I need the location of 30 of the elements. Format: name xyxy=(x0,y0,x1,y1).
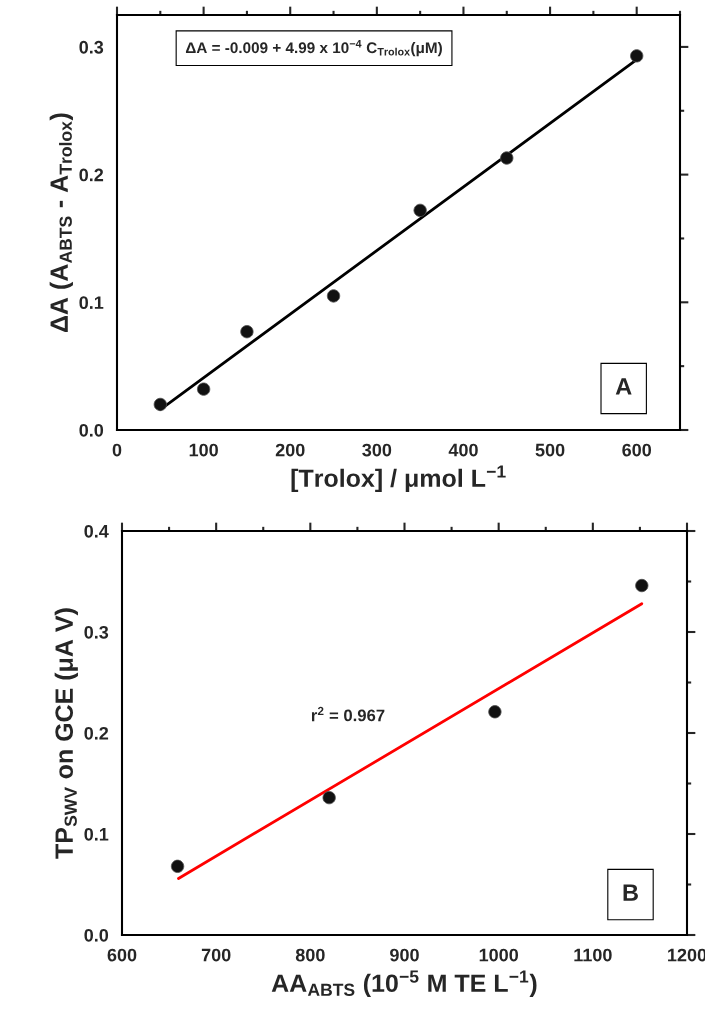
y-tick-label: 0.1 xyxy=(79,296,104,310)
y-tick-label: 0.3 xyxy=(79,40,104,54)
y-tick-label: 0.2 xyxy=(79,168,104,182)
y-tick-label: 0.0 xyxy=(84,928,109,942)
x-tick-label: 400 xyxy=(448,443,478,457)
x-tick-label: 900 xyxy=(390,948,419,962)
x-tick-label: 100 xyxy=(189,443,218,457)
x-axis-title: [Trolox] / μmol L$^{−1}$ xyxy=(291,465,506,493)
y-tick-label: 0.2 xyxy=(84,726,109,740)
y-axis-title: ΔA (A$_{ABTS}$ - A$_{Trolox}$) xyxy=(49,113,73,332)
x-tick-label: 0 xyxy=(112,443,122,457)
x-tick-label: 300 xyxy=(362,443,392,457)
x-tick-label: 700 xyxy=(201,948,231,962)
x-tick-label: 600 xyxy=(107,948,137,962)
x-tick-label: 1100 xyxy=(574,948,612,962)
annotation: r$^{2}$ = 0.967 xyxy=(311,706,385,722)
x-tick-label: 1000 xyxy=(479,948,519,962)
x-tick-label: 200 xyxy=(275,443,305,457)
annotation: ΔA = -0.009 + 4.99 x 10$^{−4}$ C$_{Trolox}$(μM) xyxy=(185,40,442,57)
y-axis-title: TP$_{SWV}$ on GCE (μA V) xyxy=(54,608,78,859)
y-tick-label: 0.0 xyxy=(79,423,104,437)
y-tick-label: 0.4 xyxy=(84,524,109,538)
y-tick-label: 0.3 xyxy=(84,625,109,639)
x-tick-label: 800 xyxy=(295,948,325,962)
annotation: A xyxy=(615,378,632,395)
x-tick-label: 600 xyxy=(622,443,652,457)
x-tick-label: 500 xyxy=(535,443,565,457)
y-tick-label: 0.1 xyxy=(84,827,109,841)
annotation: B xyxy=(623,884,638,901)
x-axis-title: AA$_{ABTS}$ (10$^{−5}$ M TE L$^{−1}$) xyxy=(271,970,537,998)
